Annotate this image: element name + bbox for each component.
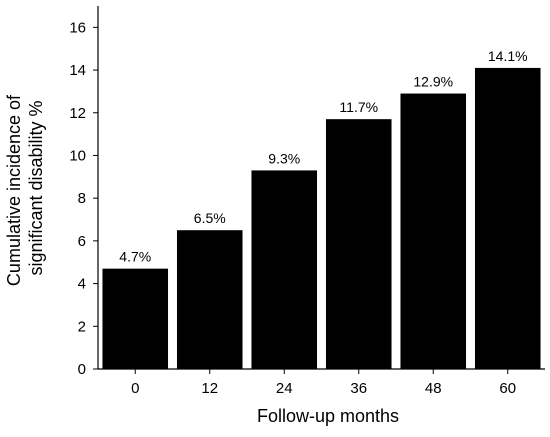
bar-24 xyxy=(251,170,318,369)
bar-value-label: 6.5% xyxy=(194,210,226,226)
bar-12 xyxy=(176,230,243,369)
bar-value-labels: 4.7% 6.5% 9.3% 11.7% 12.9% 14.1% xyxy=(119,48,527,265)
bars xyxy=(102,67,541,370)
x-axis-ticks: 0 12 24 36 48 60 xyxy=(131,369,516,397)
y-tick-label: 8 xyxy=(78,190,86,207)
y-axis-ticks: 0 2 4 6 8 10 12 14 16 xyxy=(69,19,98,378)
y-axis-title-line-1: Cumulative incidence of xyxy=(4,94,24,286)
bar-0 xyxy=(102,268,169,369)
y-tick-label: 14 xyxy=(69,62,86,79)
x-tick-label: 60 xyxy=(499,380,516,397)
bar-value-label: 9.3% xyxy=(268,150,300,166)
bar-value-label: 12.9% xyxy=(413,74,453,90)
x-tick-label: 36 xyxy=(350,380,367,397)
bar-value-label: 4.7% xyxy=(119,249,151,265)
y-tick-label: 4 xyxy=(78,276,86,293)
bar-60 xyxy=(474,67,541,370)
y-tick-label: 6 xyxy=(78,233,86,250)
y-tick-label: 2 xyxy=(78,318,86,335)
y-tick-label: 10 xyxy=(69,147,86,164)
bar-36 xyxy=(325,119,392,369)
bar-value-label: 14.1% xyxy=(488,48,528,64)
y-tick-label: 0 xyxy=(78,361,86,378)
bar-value-label: 11.7% xyxy=(339,99,378,115)
y-tick-label: 12 xyxy=(69,105,86,122)
y-tick-label: 16 xyxy=(69,19,86,36)
x-tick-label: 0 xyxy=(131,380,139,397)
x-tick-label: 48 xyxy=(425,380,442,397)
x-tick-label: 12 xyxy=(201,380,218,397)
y-axis-title: Cumulative incidence of significant disa… xyxy=(4,90,46,286)
x-tick-label: 24 xyxy=(276,380,293,397)
y-axis-title-line-2: significant disability % xyxy=(26,100,46,275)
x-axis-title: Follow-up months xyxy=(257,406,399,426)
bar-48 xyxy=(400,93,467,369)
